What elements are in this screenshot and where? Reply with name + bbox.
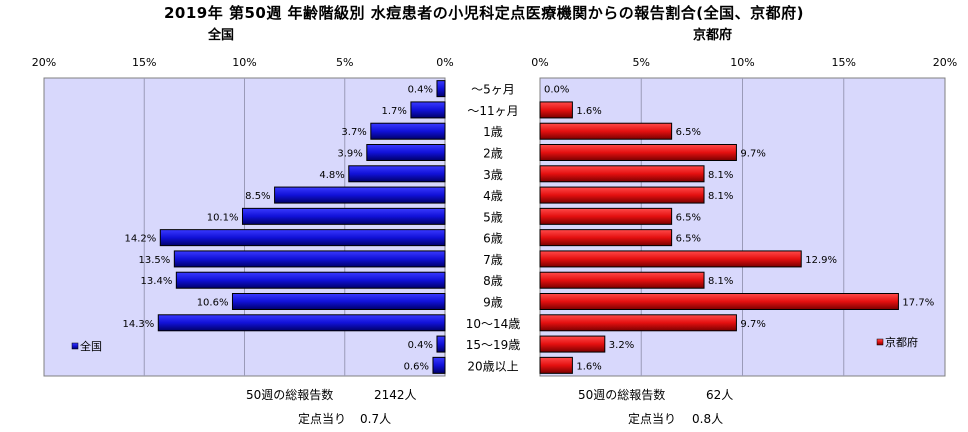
national-bar [432, 356, 446, 374]
kyoto-data-label: 1.6% [576, 361, 601, 372]
category-label: 〜5ヶ月 [471, 83, 515, 97]
category-label: 2歳 [483, 147, 503, 161]
kyoto-data-label: 0.0% [544, 85, 569, 96]
national-total-value: 2142人 [374, 388, 417, 402]
kyoto-legend-swatch [876, 338, 884, 346]
category-label: 8歳 [483, 274, 503, 288]
national-data-label: 0.4% [408, 85, 433, 96]
kyoto-data-label: 9.7% [740, 149, 765, 160]
kyoto-bar [539, 122, 673, 140]
kyoto-total-value: 62人 [706, 388, 734, 402]
national-data-label: 13.5% [139, 255, 171, 266]
national-bar [410, 101, 446, 119]
kyoto-tick-label: 0% [531, 56, 548, 69]
national-data-label: 14.2% [125, 234, 157, 245]
category-label: 7歳 [483, 253, 503, 267]
kyoto-bar [539, 186, 705, 204]
category-label: 3歳 [483, 168, 503, 182]
kyoto-bar [539, 250, 802, 268]
national-bar [348, 165, 446, 183]
kyoto-per-value: 0.8人 [692, 412, 724, 426]
kyoto-data-label: 6.5% [676, 127, 701, 138]
national-data-label: 13.4% [141, 276, 173, 287]
kyoto-data-label: 12.9% [805, 255, 837, 266]
kyoto-data-label: 1.6% [576, 106, 601, 117]
national-tick-label: 0% [436, 56, 453, 69]
category-label: 5歳 [483, 210, 503, 224]
kyoto-bar [539, 314, 737, 332]
kyoto-tick-label: 10% [730, 56, 754, 69]
category-label: 20歳以上 [467, 359, 518, 373]
kyoto-bar [539, 229, 673, 247]
kyoto-data-label: 8.1% [708, 276, 733, 287]
kyoto-bar [539, 271, 705, 289]
kyoto-data-label: 6.5% [676, 234, 701, 245]
national-per-label: 定点当り [298, 412, 347, 426]
chart-title: 2019年 第50週 年齢階級別 水痘患者の小児科定点医療機関からの報告割合(全… [163, 4, 804, 22]
kyoto-data-label: 8.1% [708, 170, 733, 181]
category-label: 10〜14歳 [466, 317, 521, 331]
national-tick-label: 10% [232, 56, 256, 69]
national-bar [436, 80, 446, 98]
national-data-label: 3.9% [337, 149, 362, 160]
national-total-label: 50週の総報告数 [246, 388, 334, 402]
kyoto-data-label: 17.7% [902, 298, 934, 309]
national-legend-text: 全国 [80, 339, 102, 353]
national-data-label: 3.7% [341, 127, 366, 138]
category-label: 〜11ヶ月 [467, 104, 518, 118]
kyoto-data-label: 3.2% [609, 340, 634, 351]
kyoto-tick-label: 5% [633, 56, 650, 69]
kyoto-bar [539, 293, 899, 310]
kyoto-data-label: 9.7% [740, 319, 765, 330]
kyoto-tick-label: 20% [933, 56, 957, 69]
kyoto-legend-text: 京都府 [885, 335, 918, 349]
national-bar [436, 335, 446, 353]
national-bar [370, 122, 446, 140]
national-bar [366, 144, 446, 161]
national-bar [157, 314, 446, 332]
national-bar [274, 186, 446, 204]
national-data-label: 0.4% [408, 340, 433, 351]
national-tick-label: 5% [336, 56, 353, 69]
national-data-label: 14.3% [123, 319, 155, 330]
national-data-label: 0.6% [404, 361, 429, 372]
kyoto-bar [539, 144, 737, 161]
national-bar [231, 293, 446, 310]
kyoto-per-label: 定点当り [628, 412, 677, 426]
category-label: 9歳 [483, 296, 503, 310]
national-bar [159, 229, 446, 247]
category-label: 15〜19歳 [466, 338, 521, 352]
national-data-label: 4.8% [319, 170, 344, 181]
left-panel-title: 全国 [208, 28, 235, 43]
kyoto-data-label: 8.1% [708, 191, 733, 202]
category-label: 6歳 [483, 232, 503, 246]
kyoto-bar [539, 165, 705, 183]
national-data-label: 8.5% [245, 191, 270, 202]
national-tick-label: 20% [32, 56, 56, 69]
national-tick-label: 15% [132, 56, 156, 69]
kyoto-bar [539, 335, 606, 353]
national-bar [175, 271, 446, 289]
national-data-label: 10.6% [197, 298, 229, 309]
national-legend-swatch [71, 342, 79, 350]
kyoto-bar [539, 101, 573, 119]
kyoto-bar [539, 356, 573, 374]
national-per-value: 0.7人 [360, 412, 392, 426]
national-bar [241, 207, 446, 225]
national-data-label: 10.1% [207, 212, 239, 223]
kyoto-total-label: 50週の総報告数 [578, 388, 666, 402]
kyoto-data-label: 6.5% [676, 212, 701, 223]
right-panel-title: 京都府 [693, 28, 733, 43]
kyoto-tick-label: 15% [832, 56, 856, 69]
kyoto-bar [539, 207, 673, 225]
national-data-label: 1.7% [382, 106, 407, 117]
national-bar [173, 250, 446, 268]
category-label: 1歳 [483, 125, 503, 139]
category-label: 4歳 [483, 189, 503, 203]
